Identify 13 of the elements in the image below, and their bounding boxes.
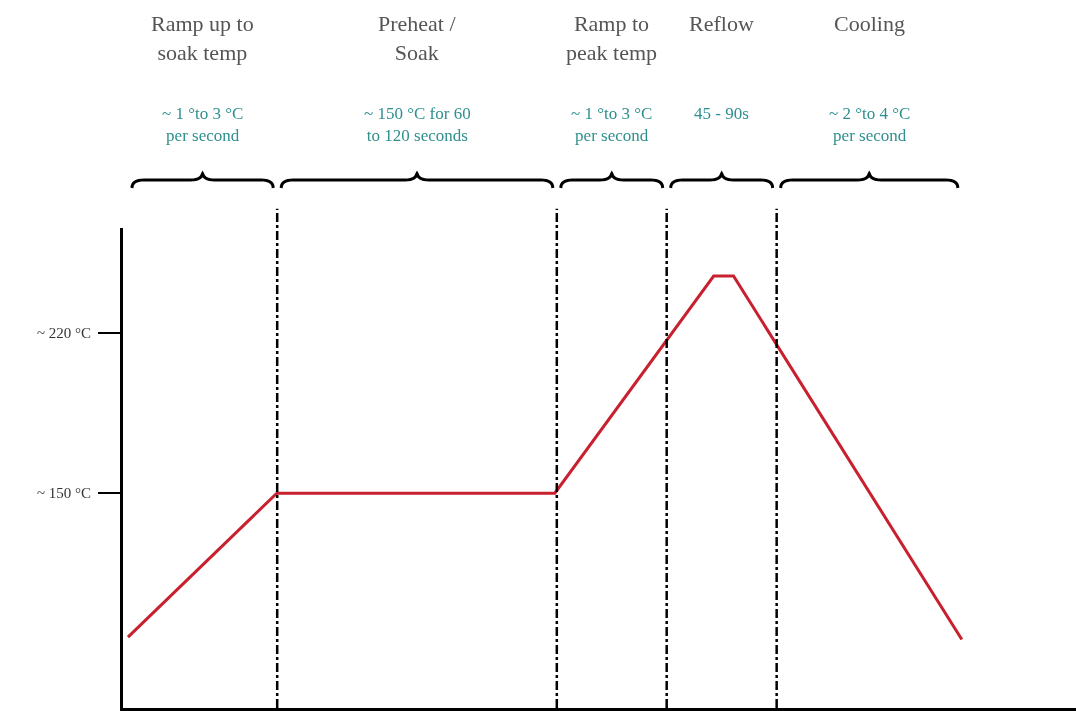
text: Reflow xyxy=(689,11,754,36)
line-series xyxy=(126,274,964,641)
y-tick-label: ~ 220 °C xyxy=(36,325,91,342)
text: ~ 1 °to 3 °C per second xyxy=(162,104,244,146)
text: ~ 150 °C for 60 to 120 seconds xyxy=(364,104,471,146)
text: 45 - 90s xyxy=(694,104,749,123)
text: ~ 1 °to 3 °C per second xyxy=(571,104,653,146)
text: Ramp up to soak temp xyxy=(151,11,254,65)
text: ~ 2 °to 4 °C per second xyxy=(829,104,911,146)
text: Preheat / Soak xyxy=(378,11,457,65)
text: Cooling xyxy=(834,11,905,36)
y-tick-label: ~ 150 °C xyxy=(36,485,91,502)
text: Ramp to peak temp xyxy=(566,11,658,65)
